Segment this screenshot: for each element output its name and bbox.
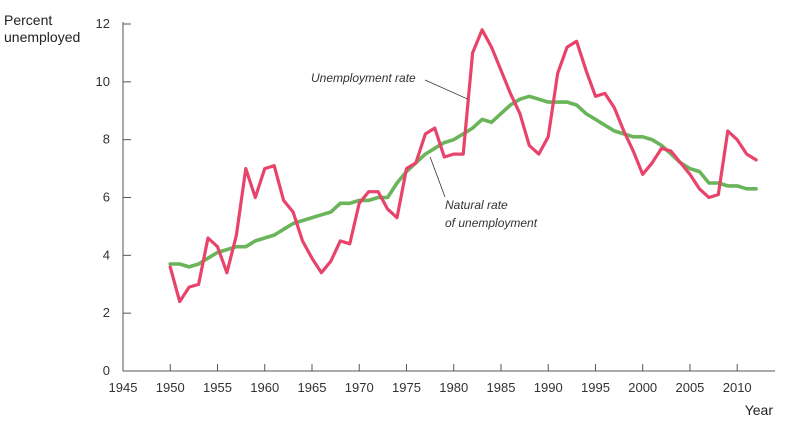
x-tick-label: 1945 xyxy=(109,380,138,395)
unemployment-rate-series xyxy=(168,28,758,304)
x-tick-label: 1975 xyxy=(392,380,421,395)
x-tick-label: 1985 xyxy=(487,380,516,395)
x-tick-label: 2005 xyxy=(675,380,704,395)
y-axis-title-line-1: Percent xyxy=(4,12,53,28)
x-tick-label: 1980 xyxy=(439,380,468,395)
x-tick-label: 1995 xyxy=(581,380,610,395)
y-tick-label: 0 xyxy=(103,363,110,378)
x-tick-label: 1955 xyxy=(203,380,232,395)
x-axis-title: Year xyxy=(744,402,773,418)
x-tick-label: 2000 xyxy=(628,380,657,395)
annotation-unemployment-rate: Unemployment rate xyxy=(311,71,416,85)
y-tick-label: 8 xyxy=(103,132,110,147)
x-tick-label: 1970 xyxy=(345,380,374,395)
y-tick-label: 10 xyxy=(96,74,110,89)
leader-line-unemployment-rate xyxy=(424,79,469,100)
y-tick-label: 2 xyxy=(103,305,110,320)
annotation-natural-rate-line-1: Natural rate xyxy=(445,198,508,212)
natural-rate-series xyxy=(168,94,758,269)
annotation-natural-rate-line-2: of unemployment xyxy=(445,216,538,230)
axes: 0 2 4 6 8 10 12 1945 1950 1955 1960 1965 1970 1975 198… xyxy=(96,16,775,395)
x-tick-label: 2010 xyxy=(723,380,752,395)
series-layer xyxy=(168,28,758,304)
y-tick-label: 12 xyxy=(96,16,110,31)
x-tick-label: 1965 xyxy=(298,380,327,395)
y-tick-label: 6 xyxy=(103,190,110,205)
annotation-layer: Unemployment rate Natural rate of unemploy… xyxy=(311,71,538,230)
y-tick-label: 4 xyxy=(103,247,110,262)
y-axis-title-line-2: unemployed xyxy=(4,29,81,45)
leader-line-natural-rate xyxy=(429,156,446,198)
x-tick-label: 1950 xyxy=(156,380,185,395)
x-tick-label: 1960 xyxy=(250,380,279,395)
y-axis-title: Percent unemployed xyxy=(4,12,80,46)
x-tick-label: 1990 xyxy=(534,380,563,395)
